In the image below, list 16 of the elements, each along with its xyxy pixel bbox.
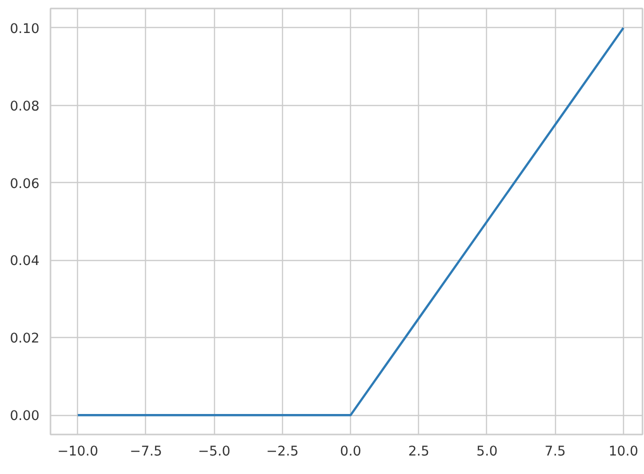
x-tick-label: −5.0	[198, 444, 230, 460]
y-tick-label: 0.06	[10, 176, 40, 192]
x-tick-label: 2.5	[408, 444, 430, 460]
x-tick-label: 0.0	[340, 444, 362, 460]
y-tick-label: 0.00	[10, 409, 40, 424]
x-tick-label: −7.5	[130, 444, 162, 460]
x-tick-label: −10.0	[57, 444, 98, 460]
x-tick-label: −2.5	[266, 444, 299, 460]
y-tick-label: 0.02	[10, 332, 40, 347]
x-tick-label: 10.0	[608, 444, 638, 460]
y-tick-label: 0.04	[10, 254, 40, 270]
line-series	[76, 26, 625, 416]
y-tick-label: 0.08	[10, 99, 40, 114]
y-tick-label: 0.10	[10, 22, 40, 37]
x-tick-label: 7.5	[544, 444, 566, 460]
x-tick-label: 5.0	[476, 444, 498, 460]
